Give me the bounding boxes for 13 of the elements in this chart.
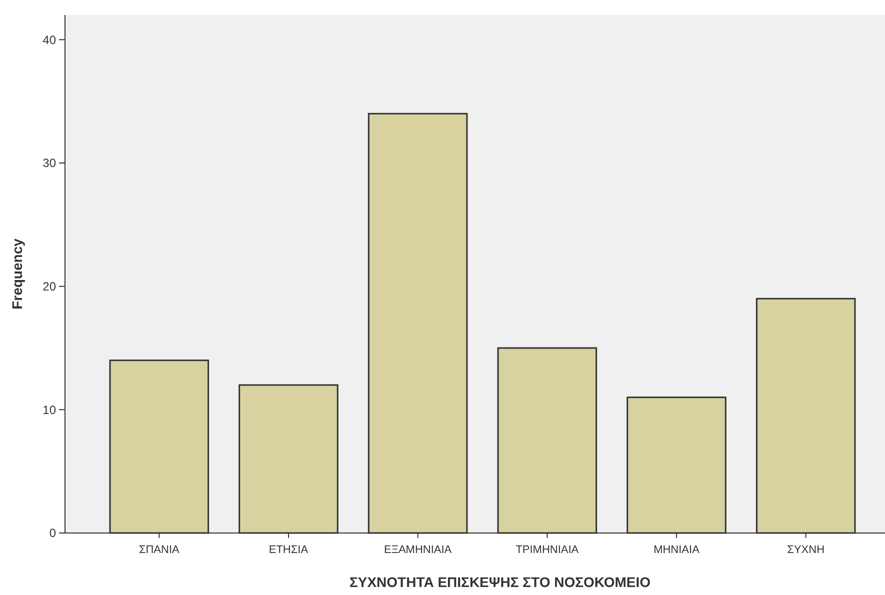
x-tick-label: ΣΥΧΝΗ [787,544,825,556]
x-tick-label: ΜΗΝΙΑΙΑ [654,544,700,556]
y-tick-label: 10 [42,402,56,417]
x-tick-label: ΣΠΑΝΙΑ [138,544,180,556]
y-tick-label: 30 [42,156,56,170]
x-tick-label: ΤΡΙΜΗΝΙΑΙΑ [516,544,580,556]
x-tick-label: ΕΤΗΣΙΑ [268,544,309,556]
y-tick-label: 40 [42,32,56,47]
x-tick-label: ΕΞΑΜΗΝΙΑΙΑ [384,544,452,556]
x-axis-title: ΣΥΧΝΟΤΗΤΑ ΕΠΙΣΚΕΨΗΣ ΣΤΟ ΝΟΣΟΚΟΜΕΙΟ [349,574,651,590]
y-tick-label: 20 [42,280,56,294]
y-tick-label: 0 [49,526,56,540]
y-axis-title: Frequency [9,238,25,310]
